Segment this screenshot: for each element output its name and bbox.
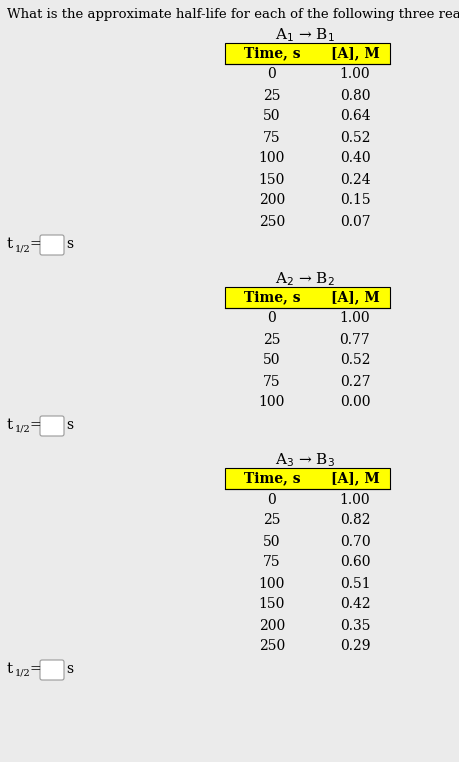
Text: =: =	[30, 237, 41, 251]
Text: 0.70: 0.70	[339, 534, 369, 549]
Text: A$_2$ → B$_2$: A$_2$ → B$_2$	[274, 270, 334, 288]
Text: 0.82: 0.82	[339, 514, 369, 527]
Text: 0: 0	[267, 312, 276, 325]
Text: 1.00: 1.00	[339, 492, 369, 507]
Text: A$_1$ → B$_1$: A$_1$ → B$_1$	[274, 26, 334, 43]
FancyBboxPatch shape	[40, 660, 64, 680]
Text: t: t	[7, 662, 13, 676]
Text: 75: 75	[263, 555, 280, 569]
Text: 25: 25	[263, 332, 280, 347]
Text: [A], M: [A], M	[330, 290, 379, 305]
Text: 50: 50	[263, 354, 280, 367]
Text: 0.29: 0.29	[339, 639, 369, 654]
Text: 0.27: 0.27	[339, 374, 369, 389]
Text: 1/2: 1/2	[15, 425, 31, 434]
Text: 100: 100	[258, 577, 285, 591]
Text: 75: 75	[263, 374, 280, 389]
Text: 0: 0	[267, 492, 276, 507]
Text: 0.52: 0.52	[339, 354, 369, 367]
Text: 0.35: 0.35	[339, 619, 369, 632]
Text: Time, s: Time, s	[243, 290, 300, 305]
Text: 0.40: 0.40	[339, 152, 369, 165]
Text: s: s	[66, 237, 73, 251]
Text: 0.07: 0.07	[339, 214, 369, 229]
Text: 0.52: 0.52	[339, 130, 369, 145]
Text: 250: 250	[258, 639, 285, 654]
Bar	[224, 43, 389, 64]
Text: s: s	[66, 662, 73, 676]
Text: 50: 50	[263, 110, 280, 123]
Text: Time, s: Time, s	[243, 46, 300, 60]
Text: 1.00: 1.00	[339, 68, 369, 82]
Text: 0.77: 0.77	[339, 332, 369, 347]
Text: 0.15: 0.15	[339, 194, 369, 207]
Text: t: t	[7, 418, 13, 432]
Text: 0.42: 0.42	[339, 597, 369, 611]
Text: 0.80: 0.80	[339, 88, 369, 103]
Text: =: =	[30, 418, 41, 432]
Text: 200: 200	[258, 194, 285, 207]
Text: Time, s: Time, s	[243, 472, 300, 485]
FancyBboxPatch shape	[40, 235, 64, 255]
Text: 0: 0	[267, 68, 276, 82]
Bar	[224, 287, 389, 308]
Text: t: t	[7, 237, 13, 251]
Text: 50: 50	[263, 534, 280, 549]
Text: 100: 100	[258, 152, 285, 165]
Text: [A], M: [A], M	[330, 472, 379, 485]
Text: s: s	[66, 418, 73, 432]
Text: 1.00: 1.00	[339, 312, 369, 325]
Text: A$_3$ → B$_3$: A$_3$ → B$_3$	[274, 451, 334, 469]
Text: 1/2: 1/2	[15, 244, 31, 253]
Text: 0.51: 0.51	[339, 577, 369, 591]
Text: =: =	[30, 662, 41, 676]
Text: 25: 25	[263, 88, 280, 103]
FancyBboxPatch shape	[40, 416, 64, 436]
Text: [A], M: [A], M	[330, 46, 379, 60]
Text: 0.24: 0.24	[339, 172, 369, 187]
Text: 150: 150	[258, 172, 285, 187]
Text: 1/2: 1/2	[15, 669, 31, 678]
Text: 250: 250	[258, 214, 285, 229]
Text: 0.64: 0.64	[339, 110, 369, 123]
Text: 200: 200	[258, 619, 285, 632]
Text: 150: 150	[258, 597, 285, 611]
Text: 0.00: 0.00	[339, 395, 369, 409]
Text: 75: 75	[263, 130, 280, 145]
Bar	[224, 468, 389, 489]
Text: 0.60: 0.60	[339, 555, 369, 569]
Text: What is the approximate half-life for each of the following three reactions?: What is the approximate half-life for ea…	[7, 8, 459, 21]
Text: 100: 100	[258, 395, 285, 409]
Text: 25: 25	[263, 514, 280, 527]
